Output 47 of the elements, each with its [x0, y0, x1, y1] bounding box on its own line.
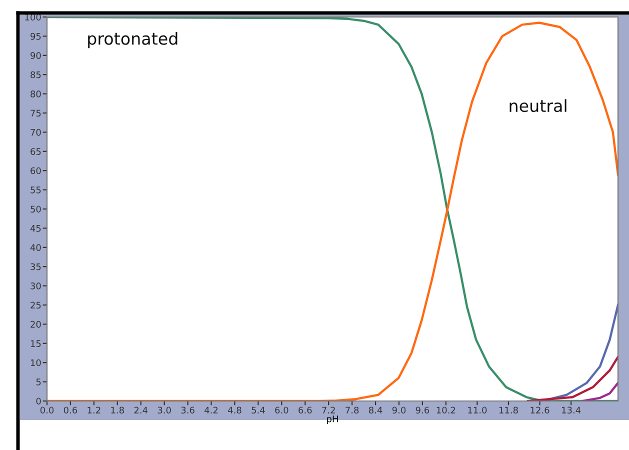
- y-tick-label: 55: [30, 186, 41, 194]
- y-tick-label: 30: [30, 282, 41, 290]
- y-tick-label: 40: [30, 244, 41, 251]
- x-tick-label: 13.4: [562, 406, 581, 414]
- y-tick-label: 25: [30, 302, 41, 309]
- annotation: protonated: [88, 32, 178, 48]
- line-series: [582, 382, 618, 401]
- y-tick-label: 0: [36, 398, 41, 405]
- annotation: neutral: [510, 99, 566, 112]
- x-tick-label: 5.4: [252, 406, 265, 414]
- x-tick-label: 2.4: [134, 406, 148, 414]
- y-tick-label: 75: [30, 110, 41, 117]
- x-tick-label: 11.0: [468, 406, 487, 414]
- x-tick-label: 1.2: [88, 406, 100, 414]
- x-tick-label: 6.0: [275, 406, 288, 414]
- y-tick-label: 90: [30, 52, 41, 59]
- x-tick-label: 4.8: [228, 406, 242, 414]
- y-tick-label: 15: [30, 340, 41, 347]
- y-tick-label: 70: [30, 128, 41, 136]
- x-tick-label: 0.6: [64, 406, 78, 414]
- x-tick-label: 0.0: [40, 406, 54, 414]
- y-tick-label: 50: [30, 206, 41, 213]
- y-tick-label: 35: [30, 263, 41, 270]
- x-tick-label: 6.6: [298, 406, 312, 414]
- y-tick-label: 5: [36, 378, 41, 386]
- line-series: [526, 356, 618, 401]
- y-tick-label: 10: [30, 359, 41, 366]
- y-tick-label: 45: [30, 225, 41, 232]
- x-tick-label: 9.6: [416, 406, 430, 414]
- x-tick-label: 12.6: [530, 406, 550, 414]
- x-tick-label: 8.4: [368, 406, 382, 414]
- y-tick-label: 20: [30, 320, 41, 328]
- y-tick-label: 60: [30, 167, 41, 174]
- x-tick-label: 3.6: [181, 406, 194, 414]
- x-tick-label: 3.0: [158, 406, 171, 414]
- x-tick-label: 7.2: [322, 406, 335, 414]
- x-tick-label: 9.0: [392, 406, 406, 414]
- x-tick-label: 1.8: [111, 406, 124, 414]
- x-tick-label: 10.2: [436, 406, 456, 414]
- y-tick-label: 80: [30, 90, 41, 98]
- y-tick-label: 95: [30, 32, 41, 40]
- y-tick-label: 85: [30, 71, 41, 78]
- y-tick-label: 65: [30, 148, 41, 155]
- x-axis-title: pH: [327, 416, 338, 424]
- x-tick-label: 4.2: [204, 406, 218, 414]
- x-tick-label: 11.8: [499, 406, 518, 414]
- x-tick-label: 7.8: [346, 406, 359, 414]
